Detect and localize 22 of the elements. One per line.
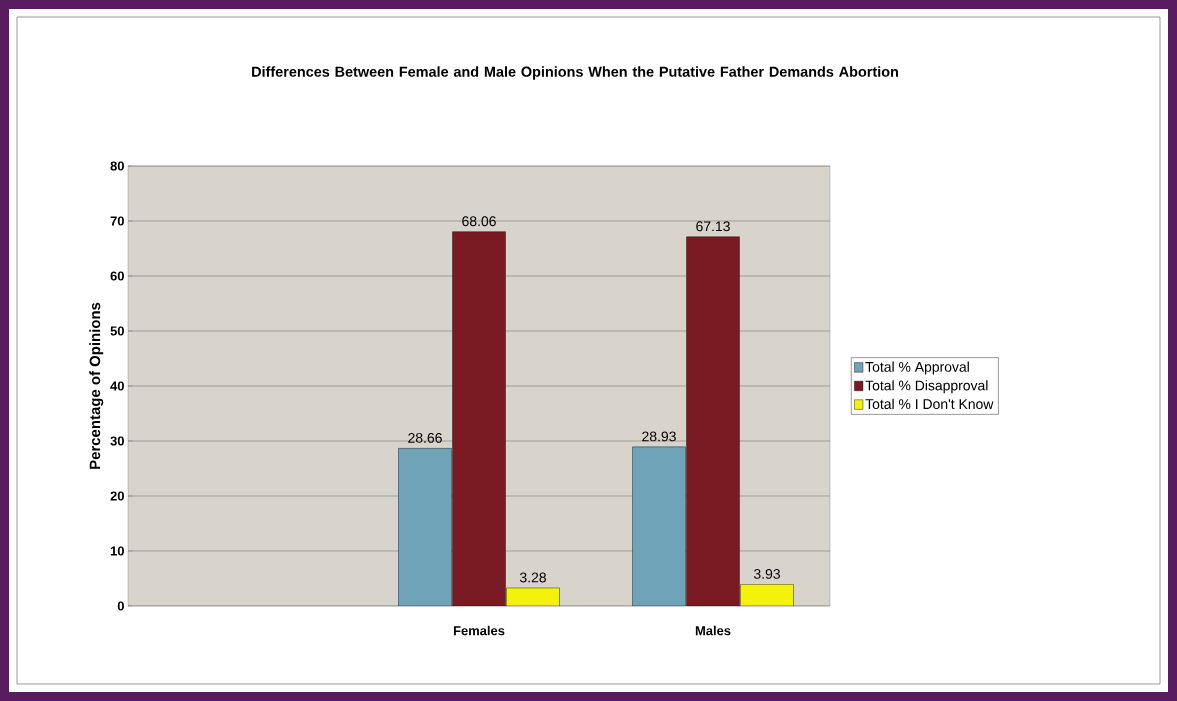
y-tick-label: 20 [110,491,124,501]
legend-label: Total % I Don't Know [865,398,994,410]
data-label: 3.93 [753,568,780,579]
legend-label: Total % Approval [865,361,969,375]
x-tick-label: Males [695,625,731,636]
y-tick-label: 60 [110,271,124,281]
y-tick-label: 0 [117,601,124,611]
data-label: 28.93 [642,431,676,442]
y-tick-label: 40 [110,381,124,391]
x-tick-label: Females [453,625,505,636]
y-tick-label: 30 [110,436,124,446]
y-tick-label: 80 [110,161,124,171]
data-label: 67.13 [696,221,730,232]
data-label: 28.66 [408,432,442,443]
y-axis-title: Percentage of Opinions [89,302,104,469]
data-label: 68.06 [462,216,496,227]
y-tick-label: 10 [110,546,124,556]
chart-title: Differences Between Female and Male Opinions When the Putative Father Demands Abortion [252,66,898,80]
y-tick-label: 50 [110,326,124,336]
data-label: 3.28 [519,572,546,583]
y-tick-label: 70 [110,216,124,226]
legend-label: Total % Disapproval [865,380,988,394]
